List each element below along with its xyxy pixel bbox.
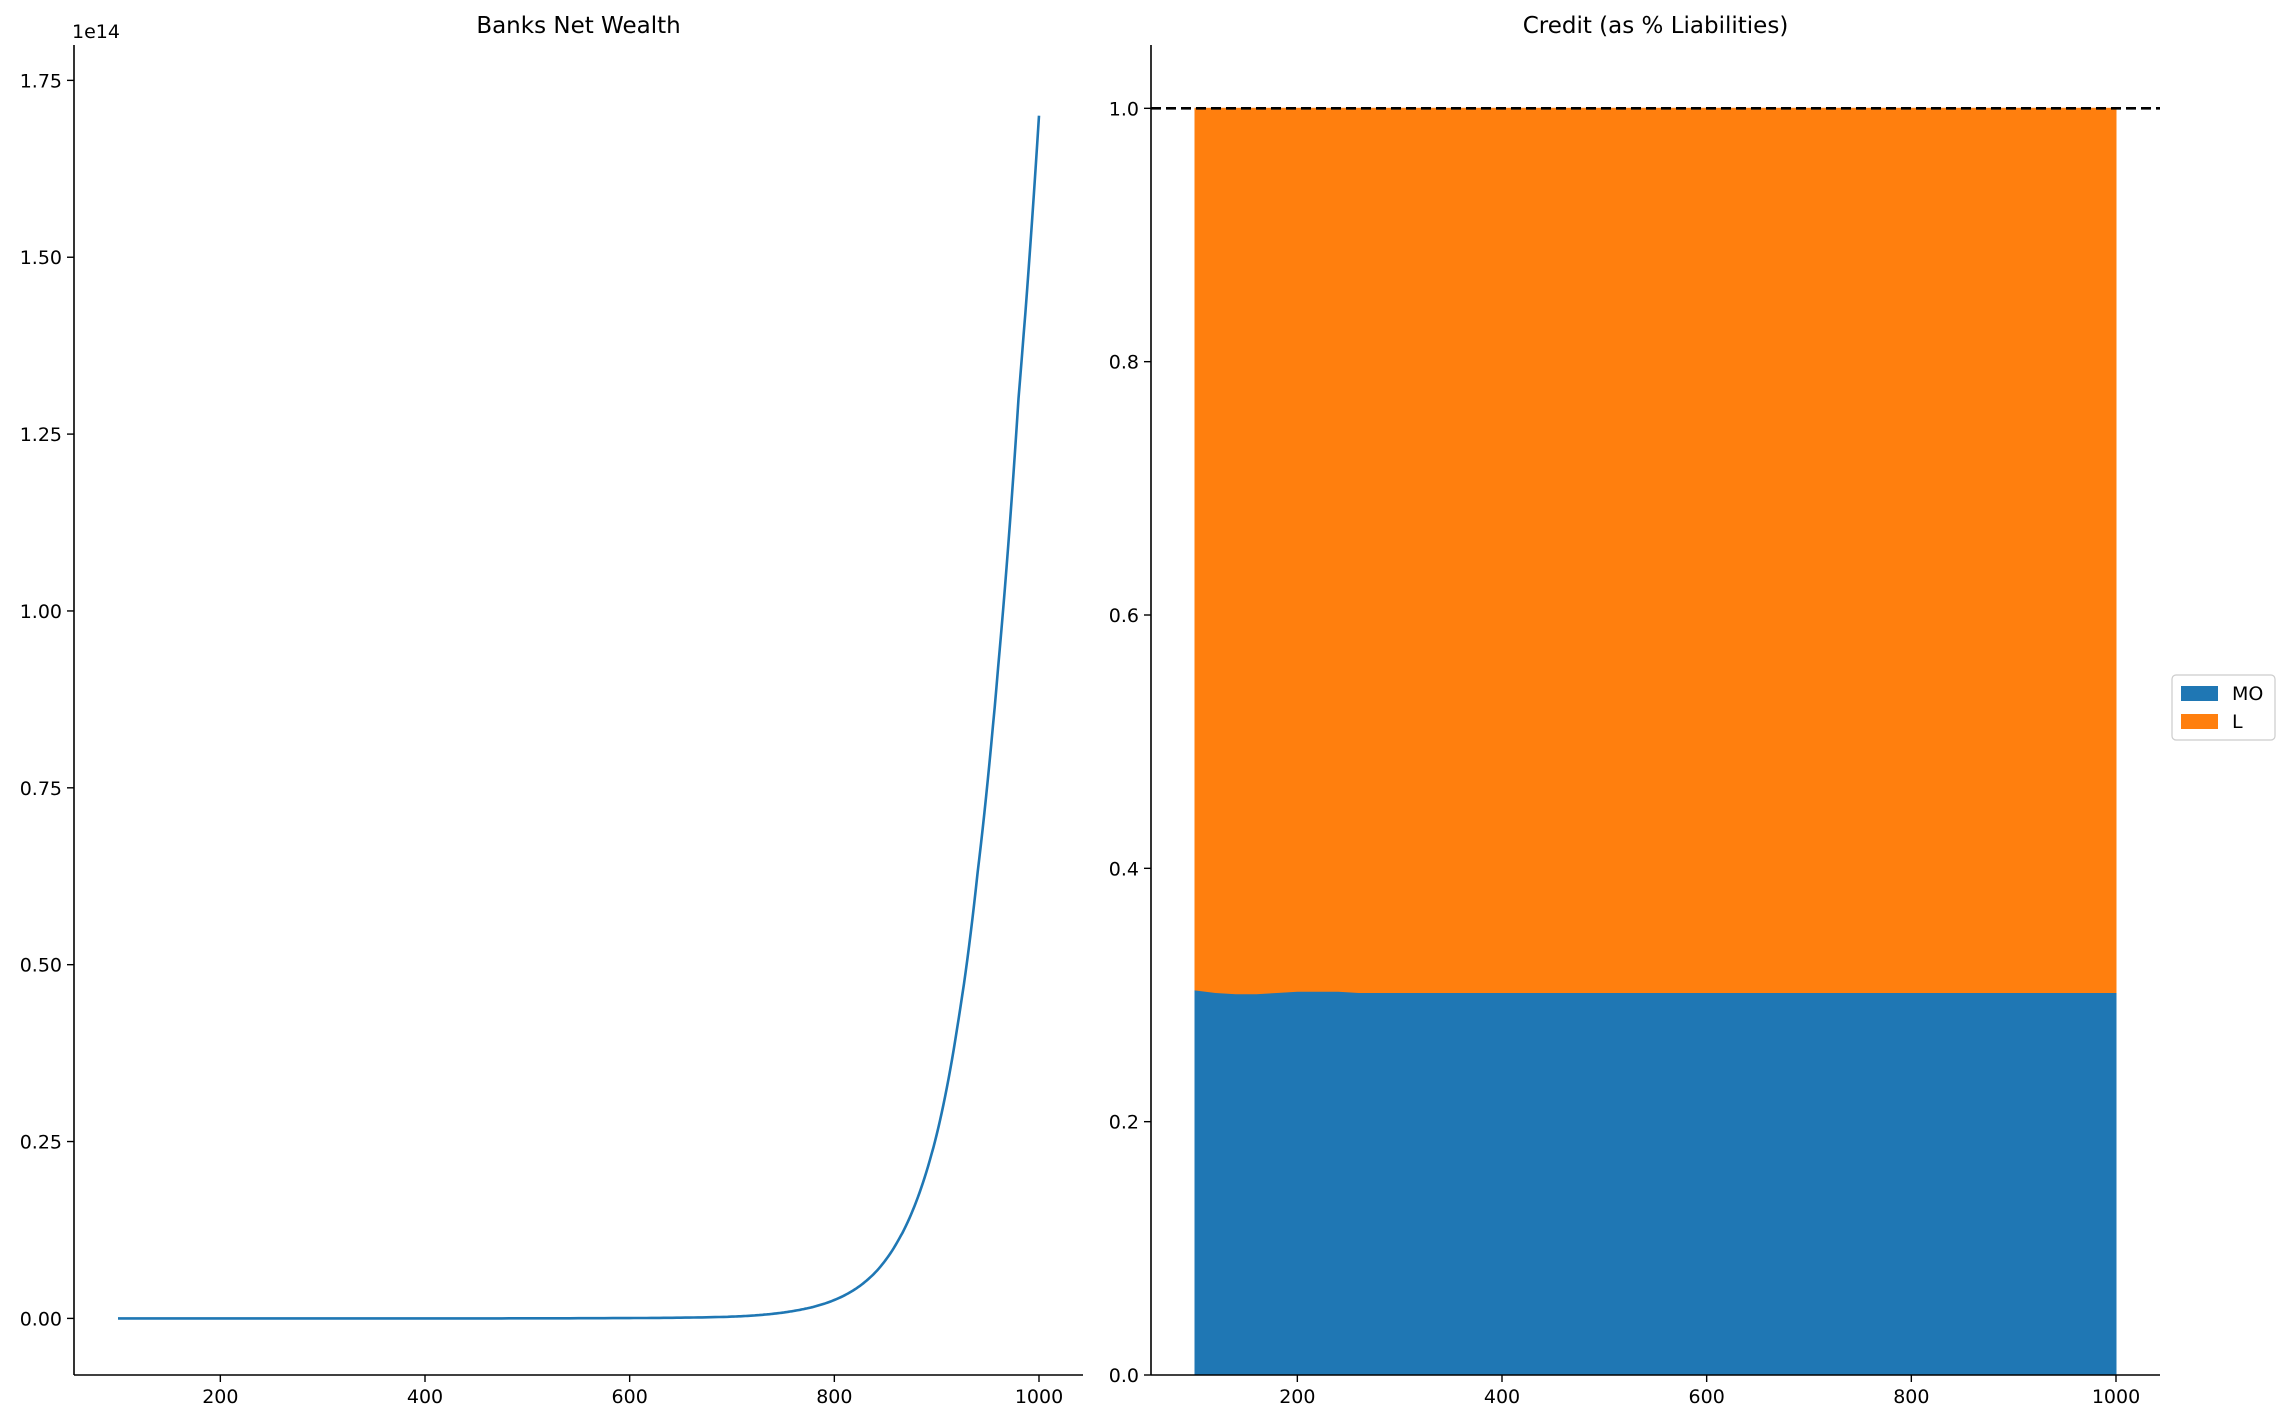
y-tick-label: 0.50 xyxy=(20,955,62,977)
y-tick-label: 0.2 xyxy=(1109,1112,1139,1134)
chart-title: Credit (as % Liabilities) xyxy=(1523,13,1789,39)
x-tick-label: 200 xyxy=(202,1386,238,1408)
y-tick-label: 0.0 xyxy=(1109,1365,1139,1387)
x-tick-label: 600 xyxy=(1689,1386,1725,1408)
y-axis-offset-label: 1e14 xyxy=(72,21,120,43)
x-tick-label: 400 xyxy=(407,1386,443,1408)
x-tick-label: 600 xyxy=(612,1386,648,1408)
x-tick-label: 800 xyxy=(816,1386,852,1408)
x-tick-label: 400 xyxy=(1484,1386,1520,1408)
y-tick-label: 1.50 xyxy=(20,247,62,269)
y-tick-label: 0.8 xyxy=(1109,352,1139,374)
plot-marks xyxy=(1151,107,2160,1376)
chart-credit-as-liabilities: Credit (as % Liabilities) 200 400 600 800 10… xyxy=(1109,13,2276,1408)
plot-marks xyxy=(118,115,1041,1320)
x-tick-label: 200 xyxy=(1279,1386,1315,1408)
axes: 200 400 600 800 1000 0.00 0.25 0.50 0.75 1.00 1.25… xyxy=(20,45,1083,1408)
chart-banks-net-wealth: Banks Net Wealth 1e14 200 400 600 800 1000 0.… xyxy=(20,13,1083,1408)
legend-swatch xyxy=(2181,686,2218,701)
series-line xyxy=(118,115,1041,1320)
area-l xyxy=(1194,107,2117,995)
y-tick-label: 0.75 xyxy=(20,778,62,800)
y-tick-label: 1.25 xyxy=(20,424,62,446)
x-tick-label: 1000 xyxy=(2092,1386,2140,1408)
y-tick-label: 1.00 xyxy=(20,601,62,623)
chart-title: Banks Net Wealth xyxy=(476,13,680,39)
y-tick-label: 0.25 xyxy=(20,1132,62,1154)
y-tick-label: 1.0 xyxy=(1109,98,1139,120)
x-tick-label: 1000 xyxy=(1015,1386,1063,1408)
legend-label: L xyxy=(2232,711,2243,733)
legend-label: MO xyxy=(2232,683,2263,705)
axes: 200 400 600 800 1000 0.0 0.2 0.4 0.6 0.8 1.0 xyxy=(1109,45,2160,1408)
y-tick-label: 0.00 xyxy=(20,1308,62,1330)
area-mo xyxy=(1194,989,2117,1376)
legend: MO L xyxy=(2171,674,2276,741)
legend-swatch xyxy=(2181,714,2218,729)
y-tick-label: 0.6 xyxy=(1109,605,1139,627)
y-tick-label: 1.75 xyxy=(20,70,62,92)
x-tick-label: 800 xyxy=(1893,1386,1929,1408)
y-tick-label: 0.4 xyxy=(1109,858,1139,880)
